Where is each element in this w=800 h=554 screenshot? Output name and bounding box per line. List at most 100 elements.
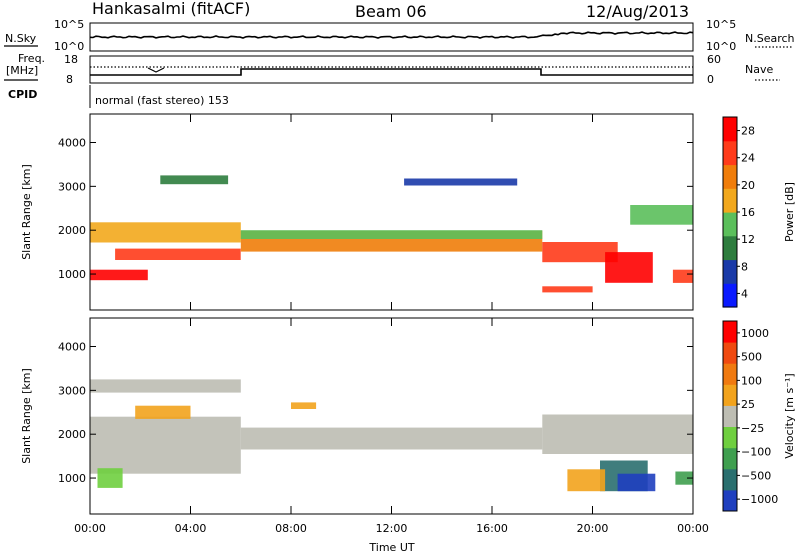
freq-tick-top: 18 [64, 53, 78, 66]
heatmap-cell [160, 175, 229, 185]
y-tick-label: 1000 [58, 472, 86, 485]
colorbar-tick-label: 100 [741, 374, 762, 387]
cpid-label: CPID [8, 88, 37, 101]
heatmap-cell [617, 473, 656, 492]
nave-tick-top: 60 [707, 53, 721, 66]
colorbar-tick-label: −100 [741, 446, 771, 459]
y-tick-label: 4000 [58, 341, 86, 354]
x-tick-label: 20:00 [577, 522, 609, 535]
heatmap-cell [240, 230, 543, 239]
colorbar-swatch [723, 283, 737, 308]
x-tick-label: 00:00 [677, 522, 709, 535]
nsearch-label: N.Search [745, 32, 795, 45]
colorbar-tick-label: 1000 [741, 327, 769, 340]
y-tick-label: 4000 [58, 137, 86, 150]
velocity-panel: 1000 2000 3000 4000 00:00 04:00 08:00 12:00 16:… [20, 317, 796, 554]
colorbar-swatch [723, 342, 737, 364]
heatmap-cell [542, 242, 618, 263]
colorbar-swatch [723, 117, 737, 142]
colorbar-swatch [723, 468, 737, 491]
velocity-colorbar-label: Velocity [m s⁻¹] [783, 373, 796, 458]
heatmap-cell [90, 416, 241, 474]
heatmap-cell [672, 269, 693, 283]
colorbar-tick-label: 500 [741, 351, 762, 364]
heatmap-cell [115, 248, 241, 260]
heatmap-cell [404, 178, 518, 186]
heatmap-cell [90, 269, 148, 281]
colorbar-swatch [723, 447, 737, 470]
colorbar-swatch [723, 363, 737, 385]
colorbar-swatch [723, 140, 737, 166]
power-colorbar: 28 24 20 16 12 8 4 [722, 116, 755, 308]
cpid-value: normal (fast stereo) 153 [95, 94, 229, 107]
heatmap-cell [240, 427, 543, 450]
colorbar-swatch [723, 384, 737, 406]
colorbar-tick-label: 16 [741, 206, 755, 219]
noise-left-tick-top: 10^5 [54, 18, 84, 31]
colorbar-tick-label: 28 [741, 125, 755, 138]
colorbar-tick-label: 4 [741, 287, 748, 300]
freq-panel-frame [89, 55, 694, 84]
colorbar-tick-label: 12 [741, 233, 755, 246]
colorbar-swatch [723, 489, 737, 512]
noise-trace [89, 31, 694, 39]
nave-dip [147, 67, 165, 73]
colorbar-swatch [723, 405, 737, 427]
colorbar-swatch [723, 259, 737, 284]
y-tick-label: 2000 [58, 224, 86, 237]
x-tick-label: 16:00 [476, 522, 508, 535]
heatmap-cell [90, 222, 241, 243]
colorbar-tick-label: −1000 [741, 493, 778, 506]
noise-right-tick-top: 10^5 [706, 18, 736, 31]
power-panel: 1000 2000 3000 4000 Slant Range [km] 28 24 20… [20, 113, 796, 311]
heatmap-cell [675, 471, 693, 485]
velocity-colorbar: 1000 500 100 25 −25 −100 −500 −1000 [722, 320, 778, 512]
colorbar-swatch [723, 235, 737, 261]
heatmap-cell [135, 405, 191, 419]
colorbar-tick-label: −25 [741, 422, 764, 435]
heatmap-cell [567, 469, 606, 492]
x-tick-label: 04:00 [175, 522, 207, 535]
freq-tick-bottom: 8 [66, 73, 73, 86]
cpid-row: CPID normal (fast stereo) 153 [8, 85, 229, 108]
colorbar-tick-label: 25 [741, 398, 755, 411]
nsky-label: N.Sky [5, 32, 37, 45]
y-tick-label: 2000 [58, 428, 86, 441]
velocity-y-axis: 1000 2000 3000 4000 [58, 341, 693, 485]
noise-right-tick-bottom: 10^0 [706, 40, 736, 53]
colorbar-swatch [723, 164, 737, 189]
heatmap-cell [90, 379, 241, 393]
noise-left-tick-bottom: 10^0 [54, 40, 84, 53]
colorbar-swatch [723, 321, 737, 343]
power-colorbar-label: Power [dB] [783, 182, 796, 242]
heatmap-cell [97, 468, 123, 488]
heatmap-cell [542, 286, 593, 293]
y-tick-label: 3000 [58, 180, 86, 193]
colorbar-tick-label: 8 [741, 260, 748, 273]
power-x-axis [89, 114, 694, 310]
y-tick-label: 3000 [58, 384, 86, 397]
heatmap-cell [605, 252, 653, 283]
freq-unit-label: [MHz] [6, 64, 38, 77]
station-title: Hankasalmi (fitACF) [92, 0, 250, 18]
frequency-panel: Freq. [MHz] 18 8 60 0 Nave [4, 52, 780, 86]
colorbar-swatch [723, 426, 737, 449]
power-y-axis: 1000 2000 3000 4000 [58, 137, 693, 281]
colorbar-tick-label: 24 [741, 152, 755, 165]
x-tick-label: 08:00 [275, 522, 307, 535]
noise-panel-frame [89, 22, 694, 52]
velocity-ylabel: Slant Range [km] [20, 368, 33, 464]
colorbar-swatch [723, 188, 737, 213]
x-tick-label: 00:00 [74, 522, 106, 535]
velocity-x-axis: 00:00 04:00 08:00 12:00 16:00 20:00 00:00 [74, 318, 709, 535]
y-tick-label: 1000 [58, 268, 86, 281]
power-ylabel: Slant Range [km] [20, 164, 33, 260]
freq-label: Freq. [18, 52, 45, 65]
x-tick-label: 12:00 [376, 522, 408, 535]
colorbar-tick-label: 20 [741, 179, 755, 192]
heatmap-cell [291, 402, 317, 409]
colorbar-frame [722, 320, 738, 512]
colorbar-tick-label: −500 [741, 469, 771, 482]
date-title: 12/Aug/2013 [586, 2, 689, 21]
